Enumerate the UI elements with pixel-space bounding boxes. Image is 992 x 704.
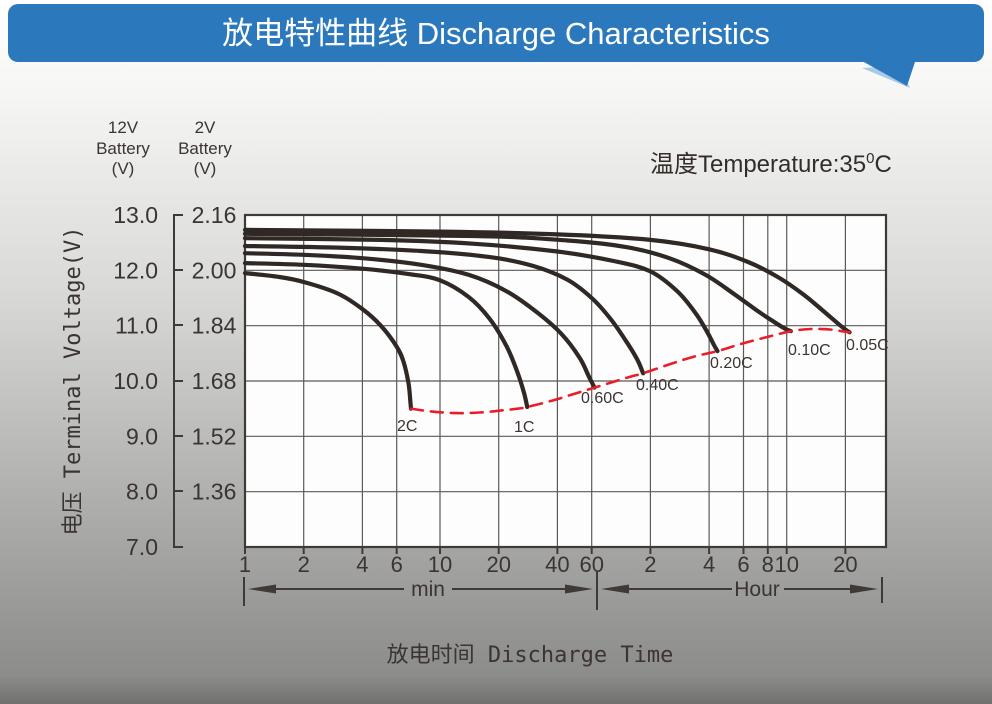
y-axis-title: 电压 Terminal Voltage(V) bbox=[61, 227, 86, 536]
x-tick-label: 2 bbox=[298, 552, 310, 577]
y-tick-label-12v: 13.0 bbox=[113, 202, 158, 228]
y-tick-label-2v: 1.68 bbox=[192, 368, 237, 394]
x-tick-label: 6 bbox=[391, 552, 403, 577]
hour-left-arrowhead bbox=[601, 584, 629, 594]
curve-label-0.10C: 0.10C bbox=[788, 342, 831, 359]
col-2v-header-line3: (V) bbox=[194, 159, 217, 178]
x-axis-title: 放电时间 Discharge Time bbox=[387, 643, 674, 668]
temperature-note: 温度Temperature:350C bbox=[650, 150, 892, 178]
curve-label-2C: 2C bbox=[397, 418, 417, 435]
y-tick-label-12v: 10.0 bbox=[113, 368, 158, 394]
curve-1C bbox=[242, 261, 530, 410]
min-left-arrowhead bbox=[248, 584, 276, 594]
temperature-note-main: 温度Temperature:35 bbox=[650, 151, 866, 178]
tick-labels-layer: 1 2 4 6 10 20 40 60 2 4 6 8 10 2013.012.011.010.09.08… bbox=[113, 202, 857, 577]
x-range-arrows: min Hour bbox=[243, 572, 883, 610]
banner-rect bbox=[8, 4, 984, 62]
curve-0.10C bbox=[242, 231, 793, 334]
x-tick-label: 4 bbox=[356, 552, 368, 577]
y-tick-label-2v: 1.84 bbox=[192, 313, 237, 339]
x-tick-label: 8 bbox=[762, 552, 774, 577]
hour-right-arrowhead bbox=[850, 584, 878, 594]
x-tick-label: 1 bbox=[239, 552, 251, 577]
curve-0.05C bbox=[242, 227, 852, 335]
temperature-note-superscript: 0 bbox=[866, 150, 874, 167]
curves-layer: 2C 1C 0.60C 0.40C 0.20C 0.10C 0.05C bbox=[242, 227, 889, 436]
y-tick-label-12v: 12.0 bbox=[113, 257, 158, 283]
min-right-arrowhead bbox=[565, 584, 593, 594]
curve-label-0.40C: 0.40C bbox=[636, 377, 679, 394]
hour-range-label: Hour bbox=[734, 578, 780, 601]
col-12v-header-line2: Battery bbox=[96, 139, 150, 158]
y-tick-label-2v: 2.00 bbox=[192, 257, 237, 283]
col-2v-header-line2: Battery bbox=[178, 139, 232, 158]
y-tick-label-2v: 1.36 bbox=[192, 479, 237, 505]
curve-label-1C: 1C bbox=[514, 419, 534, 436]
curve-label-0.05C: 0.05C bbox=[846, 337, 889, 354]
y-tick-label-12v: 8.0 bbox=[126, 479, 158, 505]
x-tick-label: 60 bbox=[579, 552, 603, 577]
curve-label-0.60C: 0.60C bbox=[581, 390, 624, 407]
y-tick-label-2v: 1.52 bbox=[192, 423, 237, 449]
x-tick-label: 2 bbox=[644, 552, 656, 577]
x-tick-label: 20 bbox=[833, 552, 857, 577]
col-2v-header-line1: 2V bbox=[195, 118, 216, 137]
x-tick-label: 40 bbox=[545, 552, 569, 577]
col-12v-header-line3: (V) bbox=[112, 159, 135, 178]
y-axis-headers: 12V Battery (V) 2V Battery (V) bbox=[96, 118, 232, 178]
y2-scale-bracket bbox=[173, 214, 183, 548]
col-12v-header-line1: 12V bbox=[108, 118, 139, 137]
min-range-label: min bbox=[411, 578, 445, 601]
curve-0.60C bbox=[242, 251, 597, 390]
curve-2C bbox=[242, 271, 414, 411]
y-tick-label-12v: 11.0 bbox=[115, 313, 158, 339]
temperature-note-unit: C bbox=[874, 151, 891, 178]
title-banner: 放电特性曲线 Discharge Characteristics bbox=[8, 4, 984, 88]
x-tick-label: 6 bbox=[737, 552, 749, 577]
range-end-bars bbox=[243, 572, 883, 610]
page-title: 放电特性曲线 Discharge Characteristics bbox=[222, 16, 770, 51]
x-tick-label: 10 bbox=[774, 552, 798, 577]
x-tick-label: 20 bbox=[486, 552, 510, 577]
y-tick-label-12v: 7.0 bbox=[126, 534, 158, 560]
banner-tail bbox=[853, 56, 917, 86]
x-tick-label: 4 bbox=[703, 552, 715, 577]
cutoff-line bbox=[409, 327, 851, 415]
x-tick-label: 10 bbox=[428, 552, 452, 577]
curve-label-0.20C: 0.20C bbox=[710, 355, 753, 372]
plot-border bbox=[243, 213, 888, 549]
y-tick-label-12v: 9.0 bbox=[126, 423, 158, 449]
curve-0.20C bbox=[242, 236, 720, 354]
y-tick-label-2v: 2.16 bbox=[192, 202, 237, 228]
curve-0.40C bbox=[242, 243, 646, 376]
